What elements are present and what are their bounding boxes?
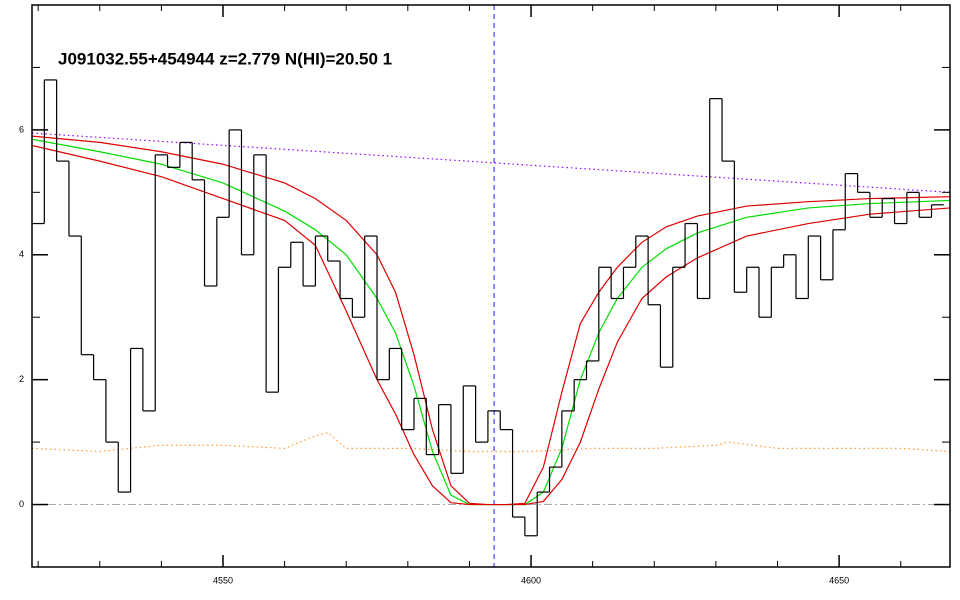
y-tick-label: 6 <box>19 124 24 134</box>
chart-title: J091032.55+454944 z=2.779 N(HI)=20.50 1 <box>58 49 392 68</box>
model-line <box>32 432 950 453</box>
x-tick-label: 4550 <box>213 575 233 585</box>
flux-risers <box>43 79 933 536</box>
y-tick-label: 4 <box>19 249 24 259</box>
x-tick-label: 4600 <box>521 575 541 585</box>
frame <box>31 4 951 568</box>
y-tick-label: 2 <box>19 374 24 384</box>
x-tick-label: 4650 <box>829 575 849 585</box>
y-tick-label: 0 <box>19 499 24 509</box>
axes: 4550 4600 4650 0 2 4 6 <box>19 5 950 585</box>
plot-area <box>32 5 950 567</box>
